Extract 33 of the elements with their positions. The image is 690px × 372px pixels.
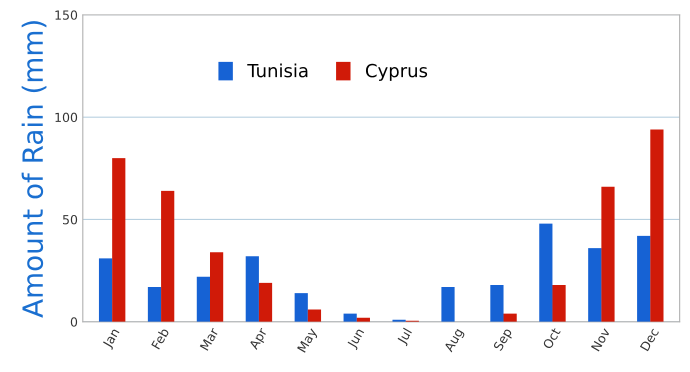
x-tick-label: Jul [396, 328, 414, 346]
bar [148, 287, 162, 322]
bar [308, 310, 322, 322]
bar [98, 258, 112, 322]
bar [490, 284, 504, 322]
bar [246, 256, 259, 322]
bar [601, 186, 615, 322]
y-tick-label: 50 [62, 214, 78, 224]
bar [344, 314, 357, 322]
x-tick-label: Jun [346, 328, 366, 350]
bar [210, 252, 224, 322]
bar [552, 284, 566, 322]
legend-label: Cyprus [366, 64, 428, 81]
legend-label: Tunisia [247, 63, 308, 78]
x-tick-label: Jan [102, 328, 122, 350]
bar [196, 276, 210, 322]
bar [588, 248, 602, 322]
y-tick-label: 0 [70, 317, 78, 327]
y-tick-label: 100 [55, 112, 78, 122]
bar [258, 282, 272, 322]
bar [112, 158, 126, 322]
y-axis-title: Amount of Rain (mm) [22, 21, 46, 318]
bar [637, 236, 650, 322]
x-tick-label: Oct [542, 327, 561, 350]
x-tick-label: Feb [150, 327, 170, 350]
bar [650, 129, 664, 322]
bar [356, 318, 370, 322]
bar [294, 293, 308, 322]
bar [539, 224, 552, 322]
y-tick-label: 150 [55, 10, 78, 20]
bar [161, 190, 174, 322]
bar [441, 287, 455, 322]
bar [504, 314, 517, 322]
